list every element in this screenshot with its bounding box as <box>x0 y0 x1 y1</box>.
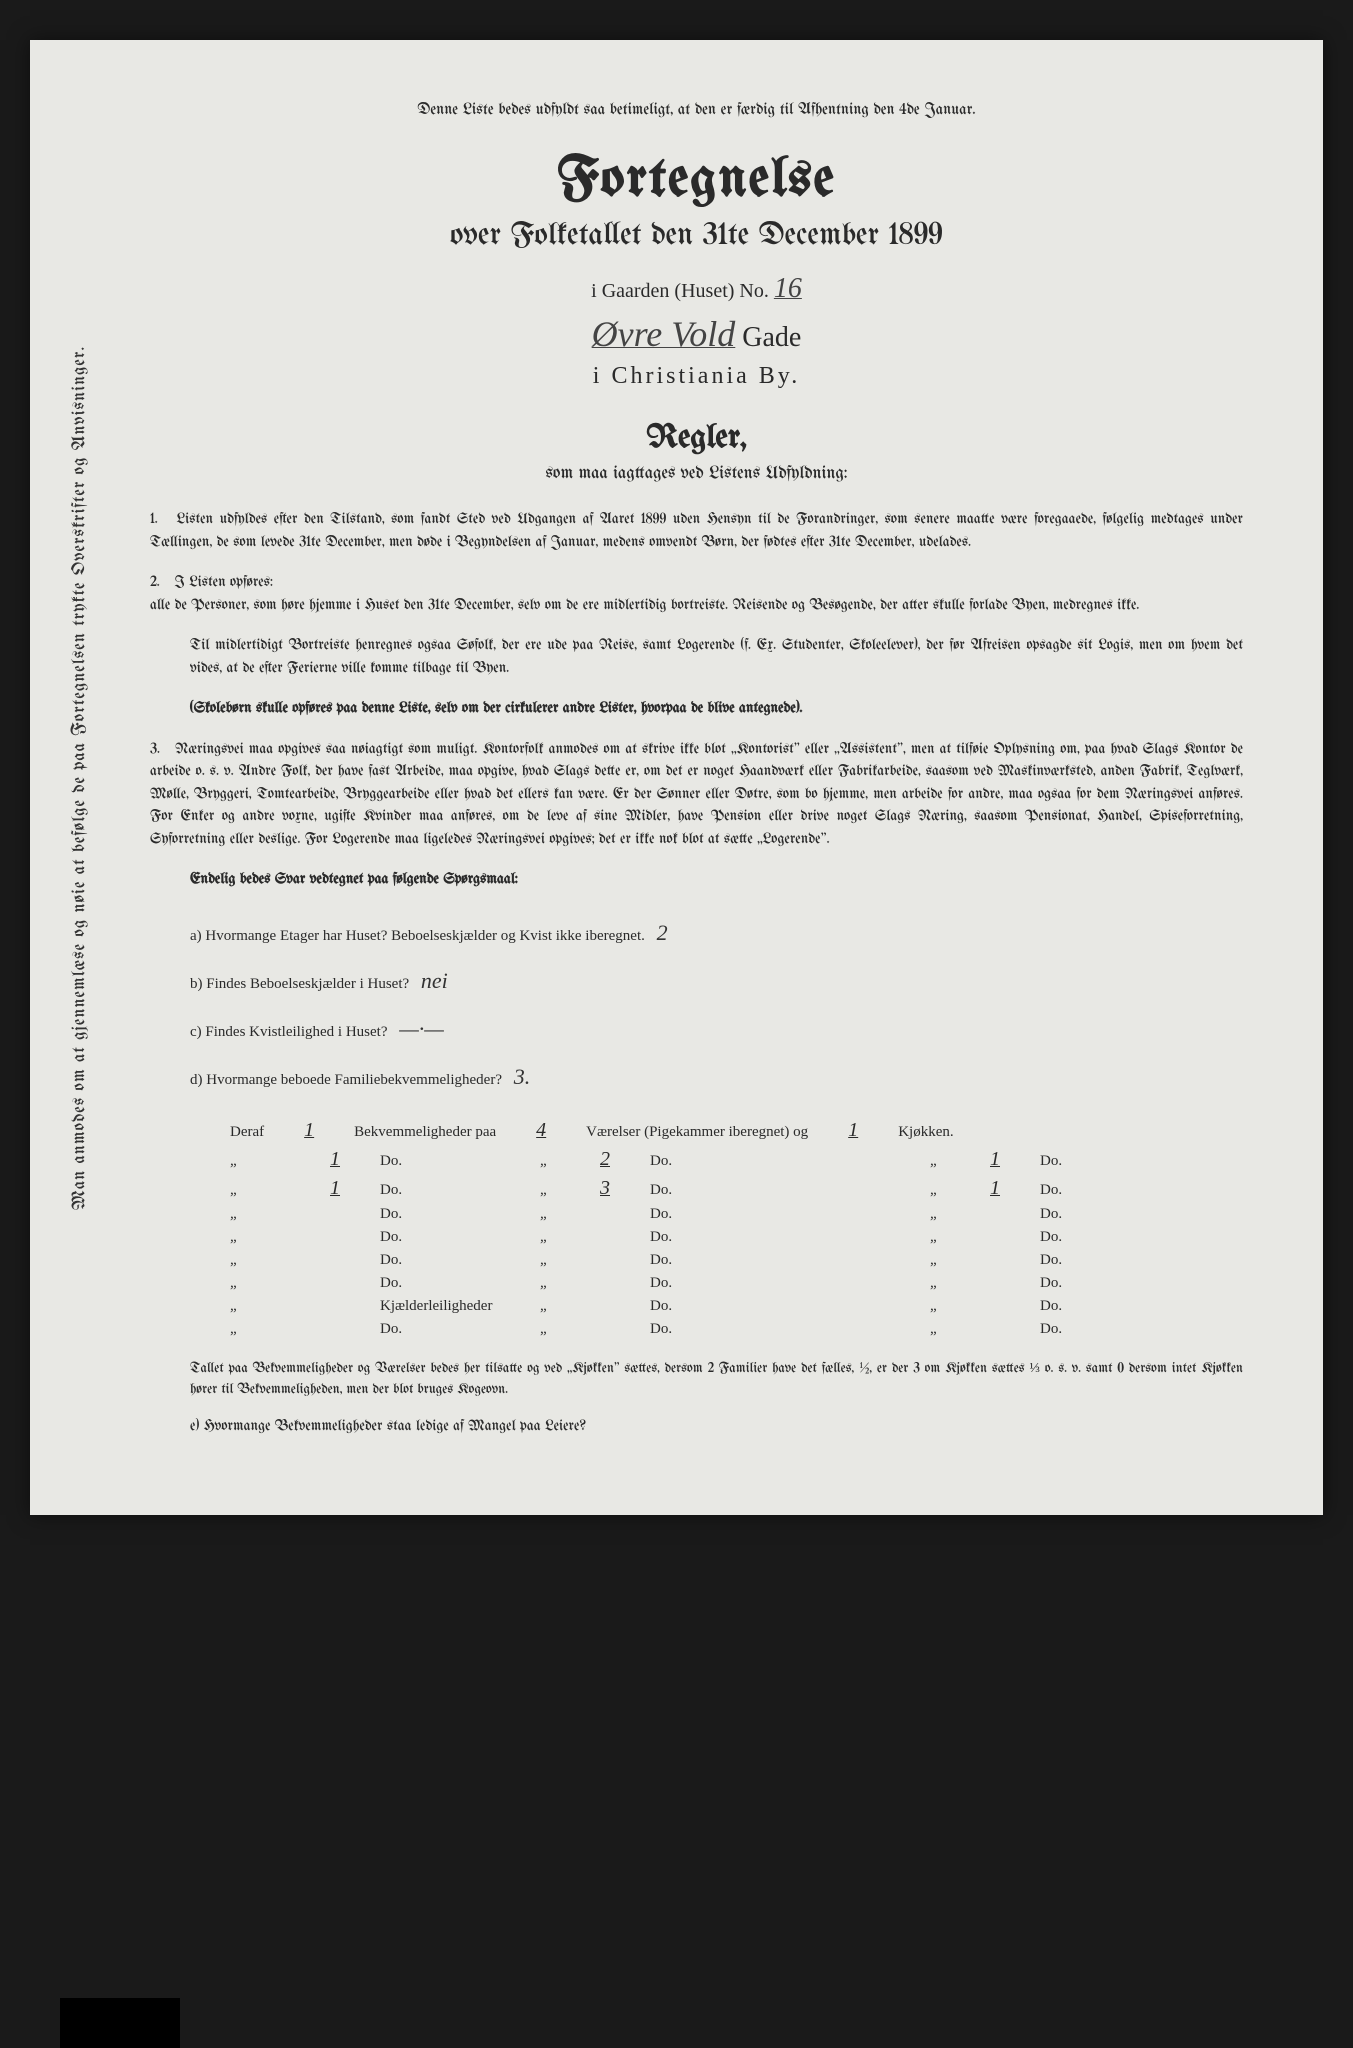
rule-1-text: Listen udfyldes efter den Tilstand, som … <box>150 511 1243 550</box>
rule-2-para3: (Skolebørn skulle opføres paa denne List… <box>190 697 1243 720</box>
gaard-prefix: i Gaarden (Huset) No. <box>591 280 769 302</box>
row-do2: Do. <box>650 1206 710 1223</box>
question-a-answer: 2 <box>657 920 668 945</box>
rule-2-number: 2. <box>150 571 170 594</box>
table-row: „1Do.„2Do.„1Do. <box>230 1148 1243 1171</box>
row-c3: 1 <box>950 1177 1040 1200</box>
street-suffix: Gade <box>742 322 801 353</box>
kjok-value: 1 <box>808 1119 898 1142</box>
document-paper: Man anmodes om at gjennemlæse og nøie at… <box>30 40 1323 1515</box>
question-d-answer: 3. <box>514 1064 531 1089</box>
question-b-answer: nei <box>421 968 448 993</box>
vertical-margin-text: Man anmodes om at gjennemlæse og nøie at… <box>70 346 89 1210</box>
row-do2: Do. <box>650 1153 710 1170</box>
rule-3-number: 3. <box>150 738 170 761</box>
questions-block: a) Hvormange Etager har Huset? Beboelses… <box>190 911 1243 1099</box>
question-d: d) Hvormange beboede Familiebekvemmeligh… <box>190 1055 1243 1099</box>
street-handwritten: Øvre Vold <box>592 314 736 354</box>
top-instruction-note: Denne Liste bedes udfyldt saa betimeligt… <box>150 100 1243 122</box>
row-c1: 1 <box>290 1148 380 1171</box>
row-do2: Do. <box>650 1182 710 1199</box>
table-row: „Do.„Do.„Do. <box>230 1206 1243 1223</box>
row-do3: Do. <box>1040 1182 1100 1199</box>
row-do2: Do. <box>650 1229 710 1246</box>
row-do1: Do. <box>380 1275 440 1292</box>
table-row: „Do.„Do.„Do. <box>230 1252 1243 1269</box>
question-b: b) Findes Beboelseskjælder i Huset? nei <box>190 959 1243 1003</box>
row-do3: Do. <box>1040 1229 1100 1246</box>
table-row: „Do.„Do.„Do. <box>230 1229 1243 1246</box>
question-c: c) Findes Kvistleilighed i Huset? —·— <box>190 1007 1243 1051</box>
page-wrapper: Man anmodes om at gjennemlæse og nøie at… <box>0 0 1353 1555</box>
main-title: Fortegnelse <box>150 152 1243 210</box>
dwelling-table: Deraf 1 Bekvemmeligheder paa 4 Værelser … <box>230 1119 1243 1338</box>
footer-note: Tallet paa Bekvemmeligheder og Værelser … <box>190 1358 1243 1400</box>
question-b-text: Findes Beboelseskjælder i Huset? <box>206 976 409 992</box>
vaer-text: Værelser (Pigekammer iberegnet) og <box>586 1124 808 1141</box>
deraf-label: Deraf <box>230 1124 264 1141</box>
row-do3: Do. <box>1040 1252 1100 1269</box>
regler-title: Regler, <box>150 420 1243 456</box>
row-do1: Do. <box>380 1229 440 1246</box>
question-a-text: Hvormange Etager har Huset? Beboelseskjæ… <box>205 928 644 944</box>
row-do3: Do. <box>1040 1275 1100 1292</box>
question-e: e) Hvormange Bekvemmeligheder staa ledig… <box>190 1415 1243 1438</box>
last-do2: Do. <box>650 1321 710 1338</box>
row-do1: Do. <box>380 1182 440 1199</box>
kjok-text: Kjøkken. <box>898 1124 953 1141</box>
rule-2-body: alle de Personer, som høre hjemme i Huse… <box>150 597 1139 613</box>
scan-black-strip <box>60 1998 180 2048</box>
row-do1: Do. <box>380 1153 440 1170</box>
rule-2-para2: Til midlertidigt Bortreiste henregnes og… <box>190 634 1243 679</box>
last-do3: Do. <box>1040 1321 1100 1338</box>
table-row: „1Do.„3Do.„1Do. <box>230 1177 1243 1200</box>
rule-3: 3. Næringsvei maa opgives saa nøiagtigt … <box>150 738 1243 851</box>
row-c2: 2 <box>560 1148 650 1171</box>
rule-1: 1. Listen udfyldes efter den Tilstand, s… <box>150 508 1243 553</box>
kj-do2: Do. <box>1040 1298 1100 1315</box>
bekv-label: Bekvemmeligheder paa <box>354 1124 496 1141</box>
last-row: „ Do. „ Do. „ Do. <box>230 1321 1243 1338</box>
rule-1-number: 1. <box>150 508 170 531</box>
deraf-value: 1 <box>264 1119 354 1142</box>
row-c3: 1 <box>950 1148 1040 1171</box>
rule-2: 2. I Listen opføres: alle de Personer, s… <box>150 571 1243 616</box>
row-do1: Do. <box>380 1206 440 1223</box>
street-line: Øvre Vold Gade <box>150 313 1243 355</box>
row-do3: Do. <box>1040 1153 1100 1170</box>
rule-2-intro: I Listen opføres: <box>174 574 273 590</box>
kjaelder-label: Kjælderleiligheder <box>380 1298 540 1315</box>
table-row: „Do.„Do.„Do. <box>230 1275 1243 1292</box>
question-d-text: Hvormange beboede Familiebekvemmelighede… <box>206 1072 502 1088</box>
endelig-header: Endelig bedes Svar vedtegnet paa følgend… <box>190 868 1243 891</box>
kjaelder-row: „ Kjælderleiligheder „ Do. „ Do. <box>230 1298 1243 1315</box>
last-do1: Do. <box>380 1321 440 1338</box>
city-line: i Christiania By. <box>150 363 1243 390</box>
question-a: a) Hvormange Etager har Huset? Beboelses… <box>190 911 1243 955</box>
question-e-text: Hvormange Bekvemmeligheder staa ledige a… <box>204 1418 587 1434</box>
row-do2: Do. <box>650 1252 710 1269</box>
row-do2: Do. <box>650 1275 710 1292</box>
gaard-number-handwritten: 16 <box>774 273 802 304</box>
vaer-value: 4 <box>496 1119 586 1142</box>
question-c-text: Findes Kvistleilighed i Huset? <box>205 1024 387 1040</box>
subtitle-line: over Folketallet den 31te December 1899 <box>150 220 1243 253</box>
table-header-row: Deraf 1 Bekvemmeligheder paa 4 Værelser … <box>230 1119 1243 1142</box>
question-c-answer: —·— <box>399 1016 444 1041</box>
rule-3-text: Næringsvei maa opgives saa nøiagtigt som… <box>150 741 1243 847</box>
regler-subtitle: som maa iagttages ved Listens Udfyldning… <box>150 464 1243 483</box>
gaard-line: i Gaarden (Huset) No. 16 <box>150 273 1243 305</box>
row-c2: 3 <box>560 1177 650 1200</box>
row-do1: Do. <box>380 1252 440 1269</box>
row-do3: Do. <box>1040 1206 1100 1223</box>
kj-do: Do. <box>650 1298 710 1315</box>
row-c1: 1 <box>290 1177 380 1200</box>
